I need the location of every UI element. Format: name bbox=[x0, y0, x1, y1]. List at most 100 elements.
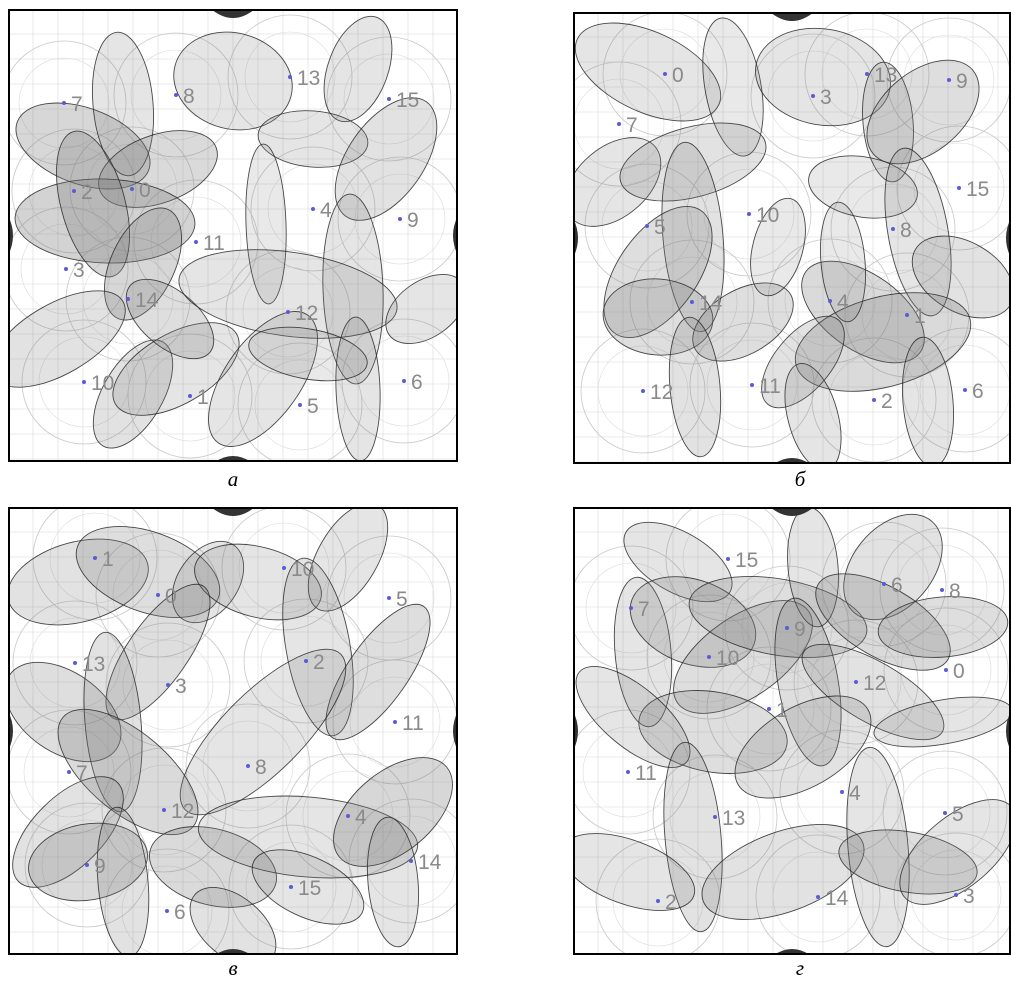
coverage-petal bbox=[14, 178, 196, 264]
coverage-petal bbox=[838, 829, 978, 895]
panel-c: 0 1 2 3 4 5 6 7 8 9 10 11 12 13 14 15 bbox=[8, 507, 458, 955]
node-dot bbox=[194, 240, 198, 244]
sensor-node: 15 bbox=[957, 178, 989, 201]
coverage-petal bbox=[774, 597, 842, 767]
sensor-node: 13 bbox=[865, 64, 897, 87]
coverage-petal bbox=[873, 696, 1011, 748]
node-label: 12 bbox=[295, 302, 318, 325]
coverage-petal bbox=[701, 824, 865, 920]
node-dot bbox=[626, 770, 630, 774]
panel-frame bbox=[8, 9, 458, 462]
caption-d: г bbox=[795, 956, 805, 980]
node-label: 11 bbox=[759, 375, 781, 398]
coverage-petal bbox=[638, 690, 788, 774]
sensor-node: 2 bbox=[872, 390, 893, 413]
coverage-petal bbox=[884, 147, 952, 317]
node-dot bbox=[188, 394, 192, 398]
node-label: 8 bbox=[900, 219, 912, 242]
node-dot bbox=[726, 557, 730, 561]
sensor-node: 3 bbox=[954, 885, 975, 908]
sensor-node: 1 bbox=[188, 386, 209, 409]
sensor-node: 4 bbox=[346, 806, 367, 829]
sensor-node: 6 bbox=[402, 371, 423, 394]
node-dot bbox=[166, 683, 170, 687]
node-dot bbox=[690, 300, 694, 304]
coverage-petal bbox=[692, 282, 794, 362]
node-label: 0 bbox=[672, 64, 684, 87]
coverage-petal bbox=[125, 278, 215, 360]
node-dot bbox=[73, 661, 77, 665]
node-label: 5 bbox=[396, 588, 408, 611]
node-dot bbox=[750, 383, 754, 387]
coverage-petal bbox=[755, 27, 891, 127]
node-label: 15 bbox=[396, 89, 419, 112]
sensor-node: 3 bbox=[166, 675, 187, 698]
node-label: 3 bbox=[175, 675, 187, 698]
node-label: 9 bbox=[407, 209, 419, 232]
sensor-node: 9 bbox=[947, 70, 968, 93]
node-dot bbox=[811, 94, 815, 98]
node-label: 11 bbox=[402, 712, 424, 735]
sensor-node: 7 bbox=[62, 93, 83, 116]
sensor-node: 5 bbox=[387, 588, 408, 611]
node-label: 13 bbox=[297, 67, 320, 90]
coverage-petal bbox=[801, 643, 945, 741]
node-label: 3 bbox=[963, 885, 975, 908]
node-dot bbox=[126, 297, 130, 301]
sensor-node: 4 bbox=[840, 782, 861, 805]
coverage-petal bbox=[173, 31, 293, 131]
sensor-node: 0 bbox=[663, 64, 684, 87]
node-label: 2 bbox=[313, 651, 325, 674]
node-label: 1 bbox=[914, 305, 926, 328]
node-label: 6 bbox=[891, 574, 903, 597]
sensor-node: 8 bbox=[891, 219, 912, 242]
coverage-petal bbox=[56, 130, 130, 278]
node-label: 3 bbox=[820, 86, 832, 109]
node-dot bbox=[409, 859, 413, 863]
sensor-node: 9 bbox=[785, 618, 806, 641]
coverage-petals bbox=[8, 507, 453, 955]
sensor-node: 9 bbox=[398, 209, 419, 232]
panel-b: 0 1 2 3 4 5 6 7 8 9 10 11 12 13 14 15 bbox=[573, 12, 1011, 464]
sensor-node: 2 bbox=[656, 891, 677, 914]
panel-frame bbox=[8, 507, 458, 955]
node-dot bbox=[298, 403, 302, 407]
node-label: 6 bbox=[411, 371, 423, 394]
sensor-node: 11 bbox=[750, 375, 781, 398]
coverage-petal bbox=[367, 816, 419, 948]
sensor-node: 8 bbox=[174, 85, 195, 108]
node-dot bbox=[82, 380, 86, 384]
sensor-node: 6 bbox=[963, 380, 984, 403]
node-dot bbox=[286, 310, 290, 314]
sensor-node: 14 bbox=[126, 289, 159, 312]
node-label: 10 bbox=[756, 204, 779, 227]
node-label: 7 bbox=[76, 762, 88, 785]
coverage-petal bbox=[862, 61, 914, 183]
coverage-petal bbox=[96, 806, 150, 955]
node-dot bbox=[288, 75, 292, 79]
node-dot bbox=[785, 626, 789, 630]
sensor-node: 11 bbox=[626, 762, 657, 785]
sensor-node: 13 bbox=[288, 67, 320, 90]
grid bbox=[8, 507, 458, 955]
node-label: 2 bbox=[81, 181, 93, 204]
node-label: 4 bbox=[849, 782, 861, 805]
coverage-petal bbox=[734, 695, 872, 799]
sensor-node: 10 bbox=[82, 372, 114, 395]
sensor-node: 11 bbox=[194, 232, 225, 255]
sensor-node: 15 bbox=[726, 549, 758, 572]
sensor-node: 14 bbox=[816, 887, 849, 910]
coverage-petal bbox=[15, 102, 151, 190]
node-label: 8 bbox=[949, 580, 961, 603]
node-label: 15 bbox=[966, 178, 989, 201]
node-dot bbox=[713, 815, 717, 819]
node-label: 11 bbox=[635, 762, 657, 785]
sensor-node: 10 bbox=[747, 204, 779, 227]
sensor-node: 7 bbox=[629, 598, 650, 621]
node-dot bbox=[72, 189, 76, 193]
node-dot bbox=[645, 224, 649, 228]
coverage-petal bbox=[178, 249, 398, 339]
node-dot bbox=[64, 267, 68, 271]
